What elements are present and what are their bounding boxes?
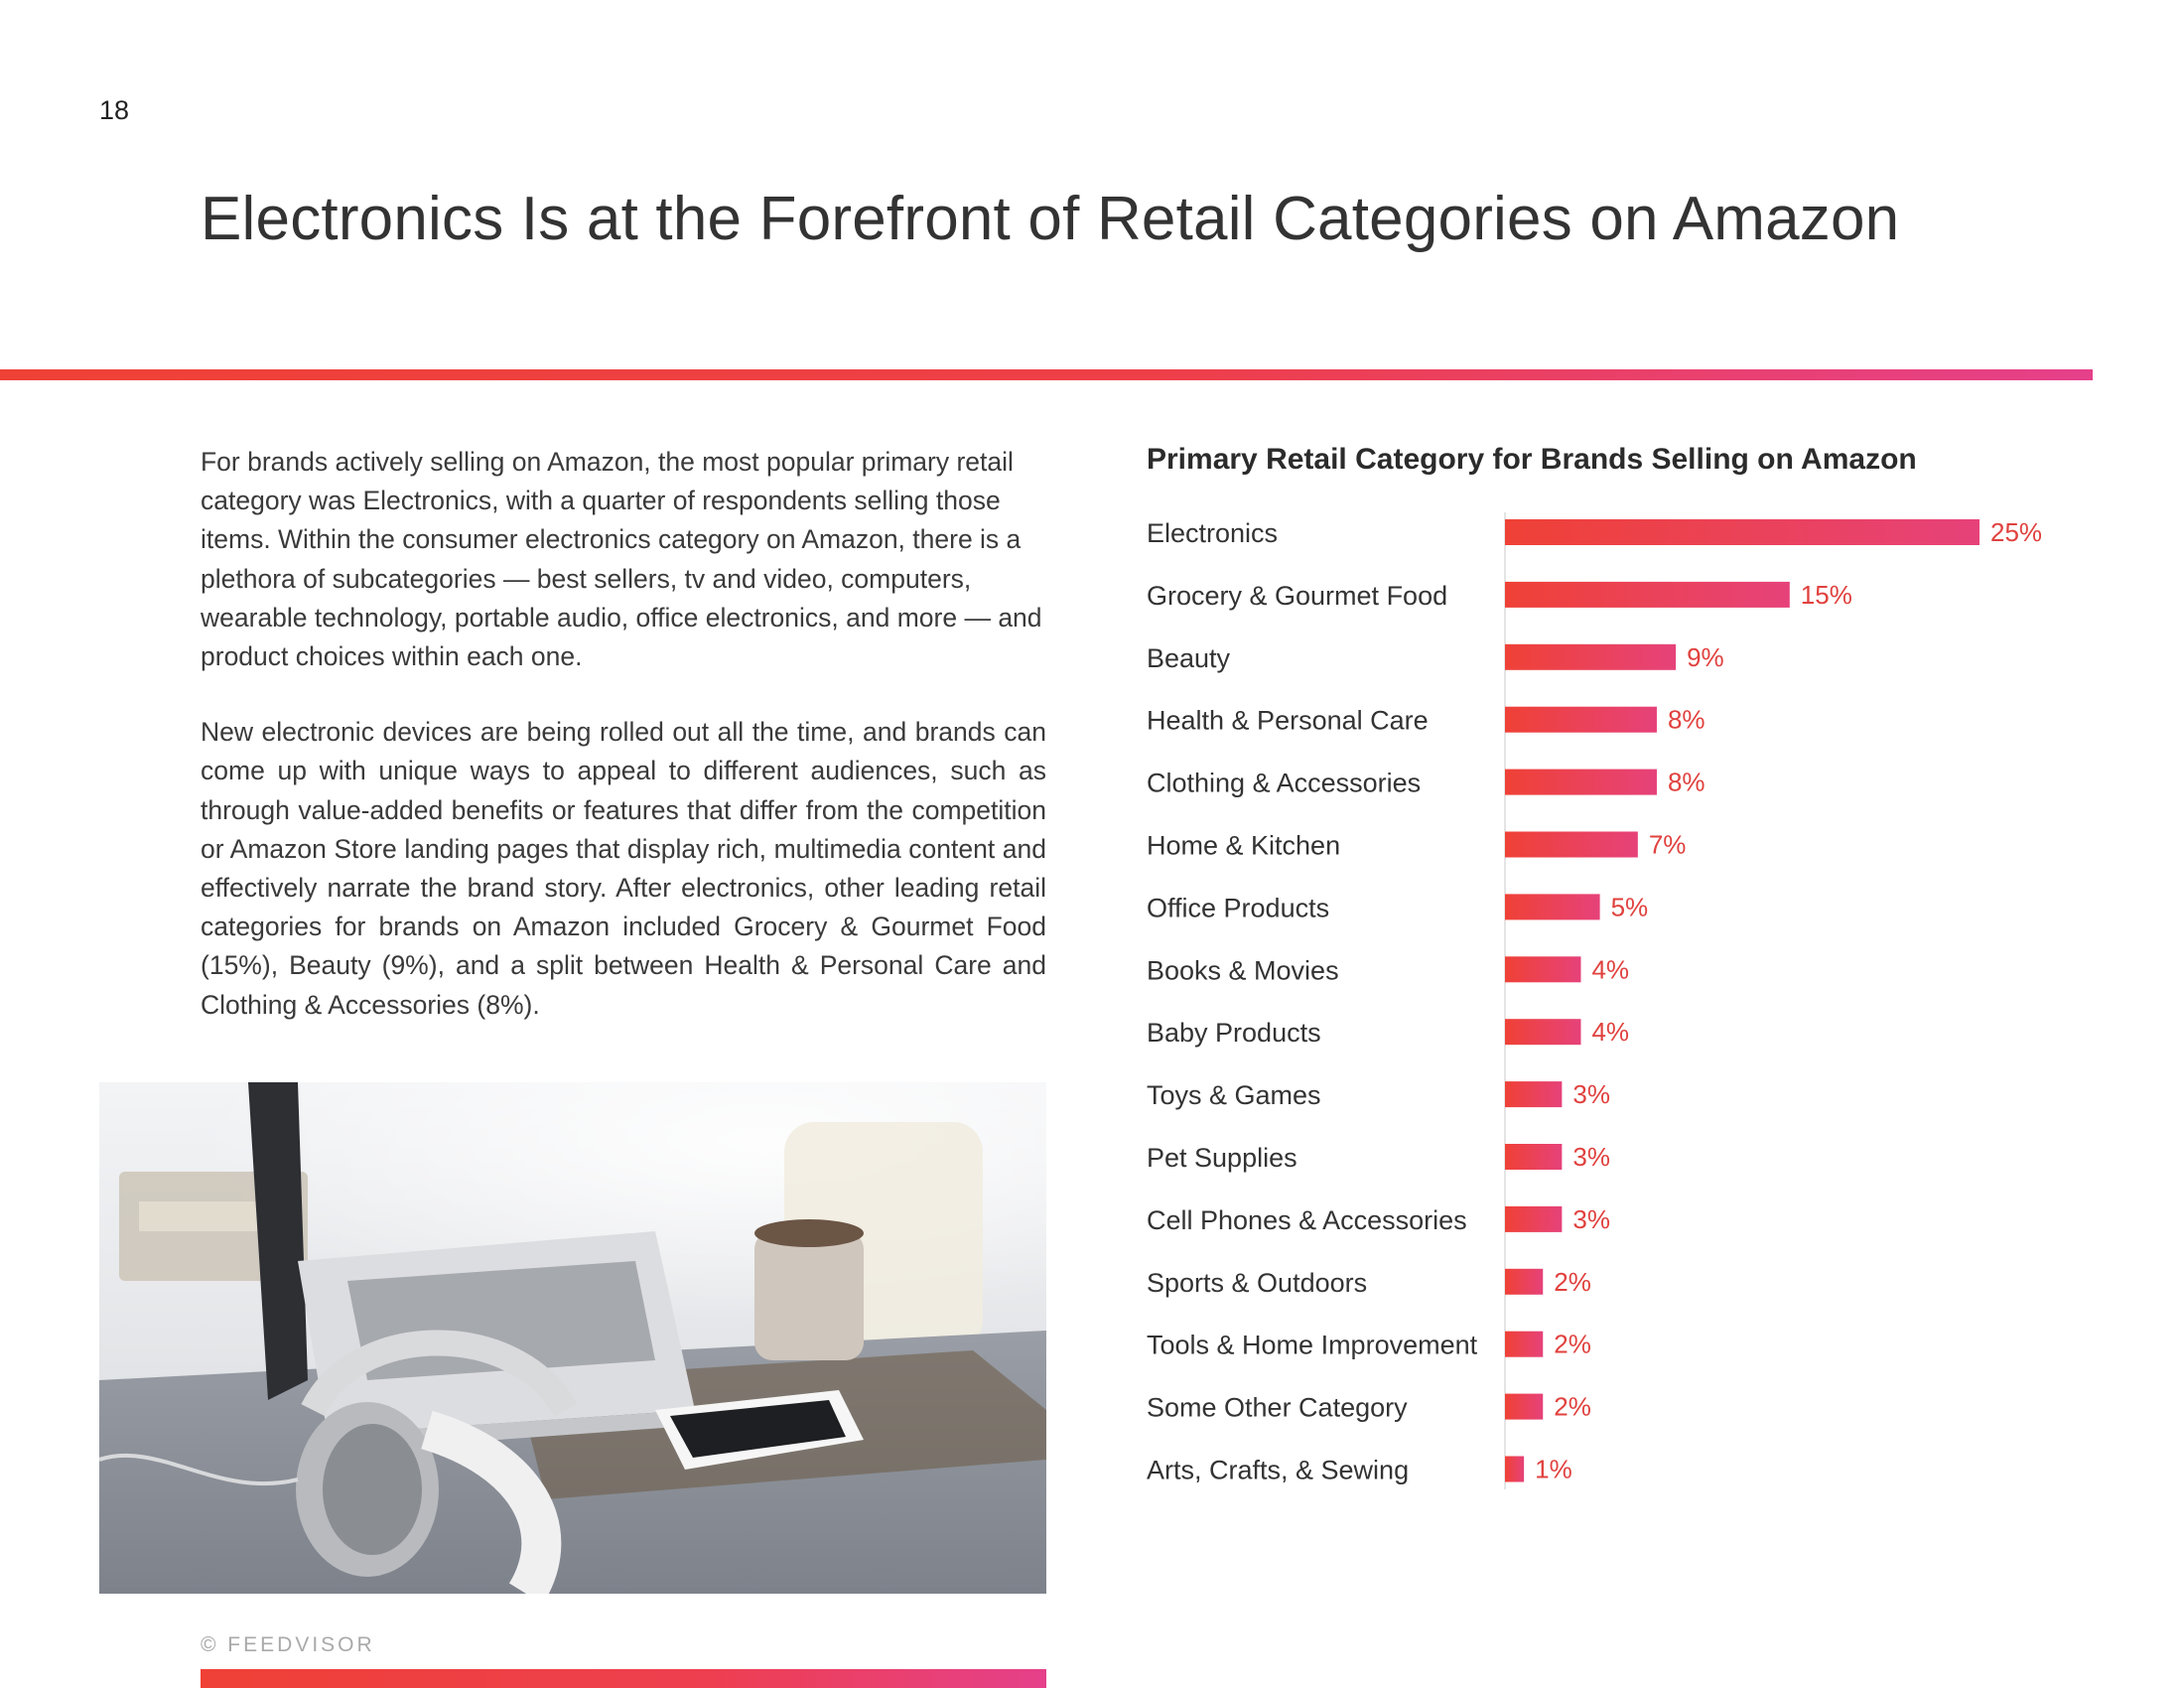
category-label: Some Other Category <box>1147 1393 1408 1423</box>
bar <box>1505 1144 1563 1170</box>
page-title: Electronics Is at the Forefront of Retai… <box>201 185 1900 253</box>
bar <box>1505 894 1600 920</box>
value-label: 8% <box>1668 705 1706 735</box>
page-number: 18 <box>99 95 130 125</box>
bar <box>1505 519 1979 545</box>
category-label: Pet Supplies <box>1147 1143 1297 1173</box>
category-label: Electronics <box>1147 518 1278 548</box>
chart-title: Primary Retail Category for Brands Selli… <box>1147 443 1917 476</box>
value-label: 2% <box>1554 1392 1591 1422</box>
bar <box>1505 769 1657 795</box>
value-label: 3% <box>1572 1142 1610 1172</box>
bar <box>1505 1456 1525 1482</box>
category-label: Health & Personal Care <box>1147 706 1429 736</box>
bar <box>1505 581 1790 608</box>
category-label: Office Products <box>1147 893 1329 922</box>
photo-illustration <box>99 1082 1046 1594</box>
category-label: Beauty <box>1147 643 1231 673</box>
value-label: 4% <box>1591 1017 1629 1047</box>
bar <box>1505 643 1677 670</box>
intro-paragraph: For brands actively selling on Amazon, t… <box>201 447 1042 672</box>
bar <box>1505 1081 1563 1108</box>
bar <box>1505 1019 1581 1046</box>
category-label: Grocery & Gourmet Food <box>1147 581 1447 611</box>
bar <box>1505 1268 1544 1295</box>
detail-paragraph: New electronic devices are being rolled … <box>201 717 1046 1020</box>
category-label: Clothing & Accessories <box>1147 769 1421 798</box>
value-label: 2% <box>1554 1267 1591 1297</box>
category-label: Tools & Home Improvement <box>1147 1331 1478 1360</box>
category-label: Books & Movies <box>1147 955 1339 985</box>
category-label: Cell Phones & Accessories <box>1147 1205 1467 1235</box>
chart-marks: Electronics 25% Grocery & Gourmet Food 15% B… <box>1147 517 2042 1485</box>
value-label: 8% <box>1668 768 1706 797</box>
value-label: 3% <box>1572 1079 1610 1109</box>
footer-accent-bar <box>201 1669 1046 1688</box>
value-label: 15% <box>1801 580 1852 610</box>
category-label: Toys & Games <box>1147 1080 1321 1110</box>
bar <box>1505 831 1638 858</box>
value-label: 2% <box>1554 1330 1591 1359</box>
body-text: For brands actively selling on Amazon, t… <box>201 443 1046 1025</box>
footer-copyright: © FEEDVISOR <box>201 1633 375 1656</box>
bar <box>1505 1205 1563 1232</box>
category-label: Arts, Crafts, & Sewing <box>1147 1456 1409 1485</box>
value-label: 3% <box>1572 1204 1610 1234</box>
bar <box>1505 1331 1544 1357</box>
value-label: 7% <box>1649 830 1687 860</box>
category-label: Home & Kitchen <box>1147 831 1340 861</box>
value-label: 1% <box>1535 1455 1572 1484</box>
value-label: 25% <box>1990 517 2042 547</box>
category-label: Sports & Outdoors <box>1147 1268 1367 1298</box>
bar <box>1505 956 1581 983</box>
value-label: 5% <box>1611 892 1649 921</box>
bar <box>1505 706 1657 733</box>
headphones-laptop-photo <box>99 1082 1046 1594</box>
title-divider <box>0 369 2093 380</box>
value-label: 4% <box>1591 954 1629 984</box>
bar <box>1505 1393 1544 1420</box>
category-label: Baby Products <box>1147 1018 1321 1048</box>
value-label: 9% <box>1687 642 1724 672</box>
